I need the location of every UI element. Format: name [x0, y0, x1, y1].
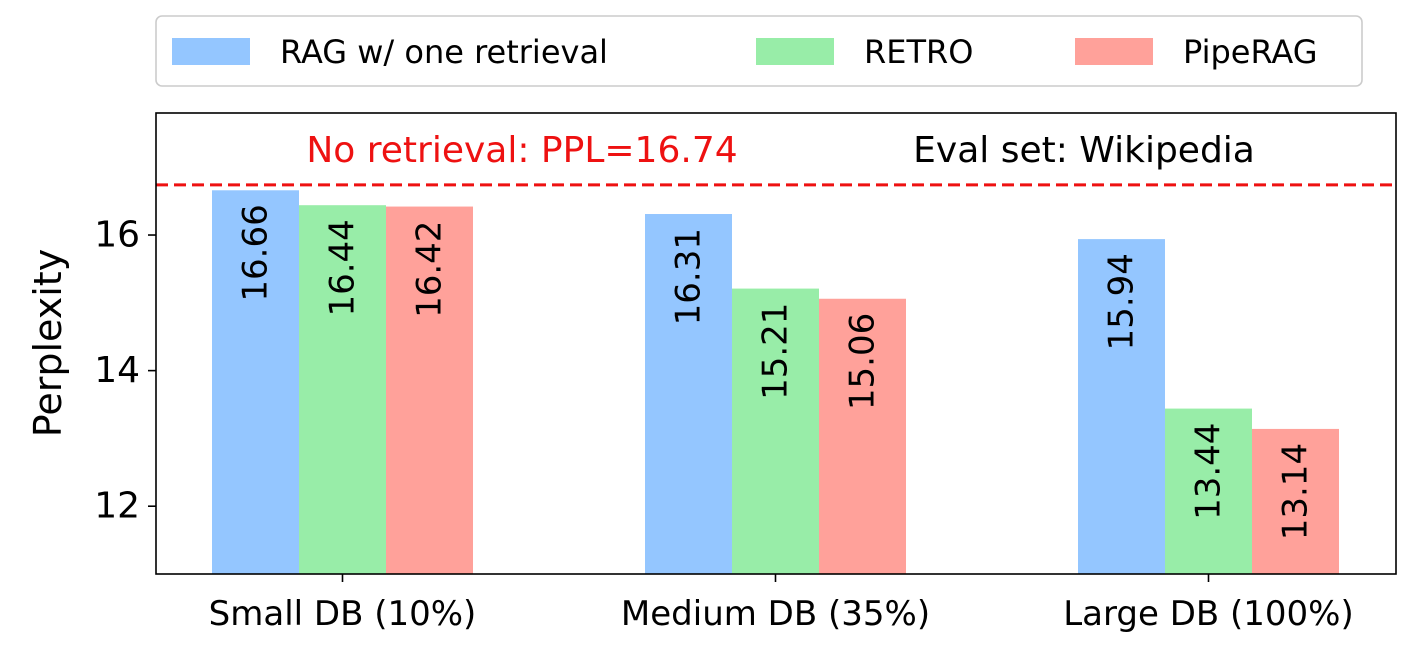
legend-entry-label: PipeRAG — [1183, 33, 1318, 71]
bar-value-label: 15.21 — [756, 303, 796, 400]
bar-value-label: 16.66 — [236, 204, 276, 301]
legend-swatch — [1075, 38, 1153, 65]
bar-value-label: 15.94 — [1102, 253, 1142, 350]
x-axis: Small DB (10%) Medium DB (35%) Large DB (1… — [209, 574, 1354, 634]
bar-value-label: 15.06 — [843, 313, 883, 410]
x-category-label: Large DB (100%) — [1063, 594, 1354, 634]
legend-swatch — [172, 38, 250, 65]
no-retrieval-annotation: No retrieval: PPL=16.74 — [306, 130, 737, 171]
bar-1-2 — [819, 298, 906, 574]
annotations: No retrieval: PPL=16.74 Eval set: Wikipe… — [306, 130, 1254, 171]
y-tick-label: 14 — [94, 350, 140, 391]
bar-1-0 — [645, 214, 732, 574]
legend: RAG w/ one retrieval RETRO PipeRAG — [155, 15, 1363, 87]
bar-value-label: 13.44 — [1189, 423, 1229, 520]
x-category-label: Medium DB (35%) — [621, 594, 930, 634]
y-axis-label: Perplexity — [26, 249, 70, 437]
y-tick-label: 16 — [94, 215, 140, 256]
legend-entry-label: RAG w/ one retrieval — [280, 33, 608, 71]
bar-value-label: 16.44 — [323, 219, 363, 316]
bar-0-2 — [386, 206, 473, 574]
y-axis: 12 14 16 — [94, 215, 156, 527]
bar-2-0 — [1078, 239, 1165, 575]
bar-value-label: 13.14 — [1276, 443, 1316, 540]
bar-value-label: 16.42 — [410, 221, 450, 318]
bar-value-label: 16.31 — [669, 228, 709, 325]
legend-entry-label: RETRO — [864, 33, 973, 71]
bar-0-1 — [299, 205, 386, 574]
bar-2-2 — [1252, 428, 1339, 574]
bars: 16.66 16.31 15.94 16.44 15.21 13.44 16.42 15.06… — [212, 190, 1339, 575]
x-category-label: Small DB (10%) — [209, 594, 477, 634]
bar-0-0 — [212, 190, 299, 575]
bar-1-1 — [732, 288, 819, 574]
bar-2-1 — [1165, 408, 1252, 574]
legend-swatch — [756, 38, 834, 65]
y-tick-label: 12 — [94, 486, 140, 527]
eval-set-annotation: Eval set: Wikipedia — [913, 130, 1255, 171]
